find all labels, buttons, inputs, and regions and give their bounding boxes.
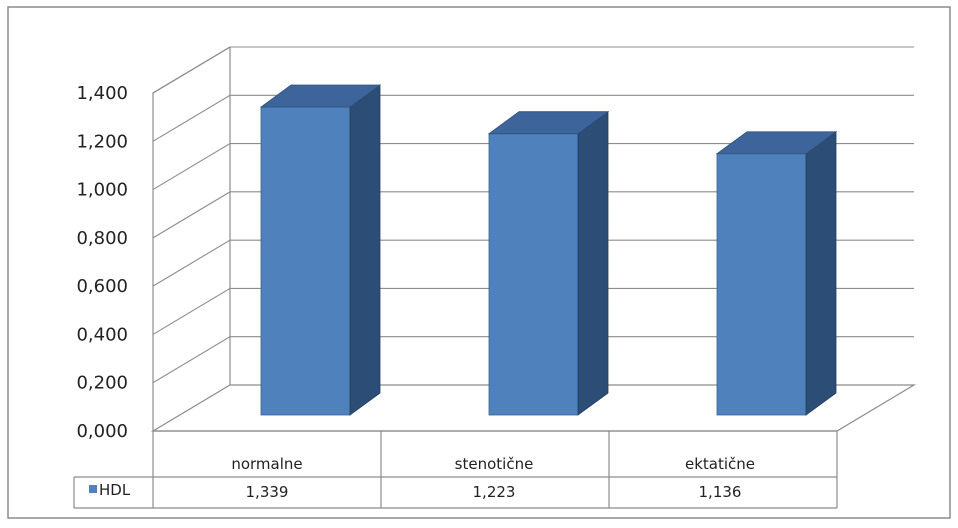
legend-key-hdl [89,485,97,493]
gridline [152,94,914,142]
table-value-ektaticne: 1,136 [699,483,742,501]
data-table-lines [73,430,838,509]
gridline [152,46,914,94]
bar-front-face [260,106,351,416]
table-header-normalne: normalne [231,455,302,473]
y-tick-label: 0,800 [76,228,128,249]
table-header-stenoticne: stenotične [455,455,534,473]
bars [259,84,838,416]
y-tick-label: 1,000 [76,180,128,201]
table-row-label-hdl: HDL [99,481,131,499]
bar-side-face [349,84,381,416]
y-tick-label: 1,400 [76,83,128,104]
bar-front-face [488,133,579,416]
gridline [152,239,914,287]
table-value-normalne: 1,339 [246,483,289,501]
table-header-ektaticne: ektatične [685,455,755,473]
gridlines [152,46,914,384]
y-tick-label: 0,200 [76,373,128,394]
y-axis-tick-labels: 0,000 0,200 0,400 0,600 0,800 1,000 1,200 1,400 [76,83,128,442]
y-tick-label: 0,400 [76,324,128,345]
bar-normalne [259,84,382,416]
bar-top-face [715,131,838,155]
bar-side-face [805,130,837,416]
y-tick-label: 1,200 [76,131,128,152]
gridline [152,191,914,239]
bar-stenotične [487,110,610,416]
bar-top-face [487,111,610,135]
bar-ektatične [715,130,838,416]
y-tick-label: 0,000 [76,421,128,442]
bar-front-face [716,153,807,416]
gridline [152,336,914,384]
bar-side-face [577,110,609,416]
gridline [152,287,914,335]
bar-top-face [259,84,382,108]
data-table: normalne stenotične ektatične HDL 1,339 … [73,430,838,509]
y-tick-label: 0,600 [76,276,128,297]
gridline [152,143,914,191]
table-value-stenoticne: 1,223 [473,483,516,501]
